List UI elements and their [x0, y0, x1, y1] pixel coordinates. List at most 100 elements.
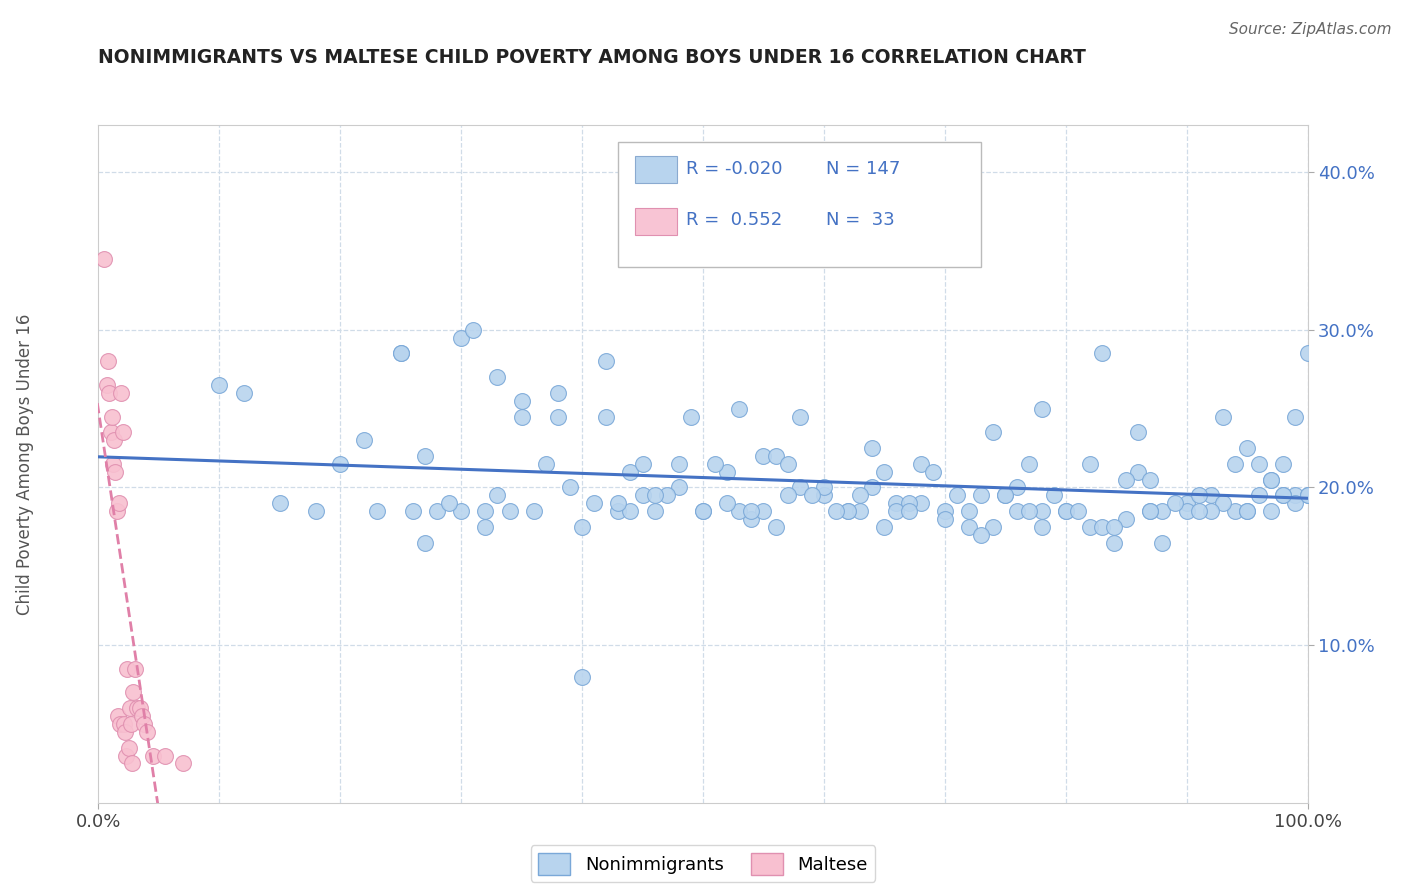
Point: [886, 496, 908, 510]
Legend: Nonimmigrants, Maltese: Nonimmigrants, Maltese: [530, 846, 876, 882]
Point: [124, 662, 146, 676]
Point: [910, 496, 932, 510]
Point: [752, 449, 775, 463]
Point: [1091, 520, 1114, 534]
Point: [127, 701, 149, 715]
Point: [450, 504, 472, 518]
Point: [970, 528, 993, 542]
Point: [474, 504, 496, 518]
Point: [860, 481, 883, 495]
Point: [644, 488, 666, 502]
Point: [329, 457, 352, 471]
Point: [619, 504, 641, 518]
Point: [120, 717, 142, 731]
Point: [1128, 465, 1150, 479]
Point: [402, 504, 425, 518]
Text: N = 147: N = 147: [827, 160, 901, 178]
Point: [716, 496, 738, 510]
Point: [886, 504, 908, 518]
Text: N =  33: N = 33: [827, 211, 896, 229]
Point: [740, 512, 762, 526]
Point: [118, 740, 141, 755]
Point: [1115, 473, 1137, 487]
Point: [728, 401, 751, 416]
Point: [571, 520, 593, 534]
Point: [353, 433, 375, 447]
Point: [114, 724, 136, 739]
Point: [813, 481, 835, 495]
Point: [134, 717, 156, 731]
Point: [921, 465, 943, 479]
Point: [96, 378, 118, 392]
Point: [1188, 488, 1211, 502]
Point: [413, 535, 436, 549]
Point: [994, 488, 1017, 502]
Point: [1260, 504, 1282, 518]
Point: [910, 457, 932, 471]
Point: [1031, 401, 1053, 416]
Point: [934, 504, 956, 518]
Point: [1212, 496, 1234, 510]
Point: [1067, 504, 1090, 518]
Point: [1223, 457, 1246, 471]
Point: [1249, 457, 1271, 471]
Point: [789, 481, 811, 495]
Point: [1078, 520, 1101, 534]
Point: [498, 504, 520, 518]
Point: [728, 504, 751, 518]
Point: [837, 504, 859, 518]
Point: [135, 724, 157, 739]
Point: [98, 385, 121, 400]
Point: [1139, 473, 1161, 487]
Point: [1188, 504, 1211, 518]
Point: [1102, 535, 1125, 549]
Point: [1212, 409, 1234, 424]
Point: [426, 504, 449, 518]
Point: [510, 393, 533, 408]
Point: [813, 488, 835, 502]
Point: [128, 701, 150, 715]
Point: [752, 504, 775, 518]
Point: [873, 520, 896, 534]
Point: [510, 409, 533, 424]
Point: [595, 354, 617, 368]
Point: [837, 504, 859, 518]
Point: [118, 701, 141, 715]
Point: [1152, 504, 1174, 518]
Point: [547, 409, 569, 424]
Point: [547, 385, 569, 400]
Point: [1249, 488, 1271, 502]
Point: [1018, 457, 1040, 471]
Point: [131, 709, 153, 723]
Point: [1007, 481, 1029, 495]
Point: [1284, 409, 1306, 424]
Point: [668, 457, 690, 471]
Point: [1236, 504, 1258, 518]
Point: [486, 488, 509, 502]
Point: [1054, 504, 1077, 518]
Point: [825, 504, 848, 518]
Point: [153, 748, 176, 763]
Point: [115, 748, 138, 763]
Point: [389, 346, 412, 360]
Text: R = -0.020: R = -0.020: [686, 160, 782, 178]
Point: [1284, 496, 1306, 510]
Point: [873, 465, 896, 479]
Point: [108, 717, 131, 731]
Point: [765, 520, 787, 534]
Point: [1018, 504, 1040, 518]
Point: [1284, 488, 1306, 502]
Text: Source: ZipAtlas.com: Source: ZipAtlas.com: [1229, 22, 1392, 37]
Point: [1078, 457, 1101, 471]
Point: [112, 717, 135, 731]
Point: [101, 457, 124, 471]
Point: [765, 449, 787, 463]
Point: [269, 496, 291, 510]
Point: [981, 425, 1004, 440]
Point: [644, 504, 666, 518]
Point: [583, 496, 606, 510]
Point: [1296, 488, 1319, 502]
Point: [849, 504, 872, 518]
Point: [100, 409, 122, 424]
Point: [655, 488, 678, 502]
